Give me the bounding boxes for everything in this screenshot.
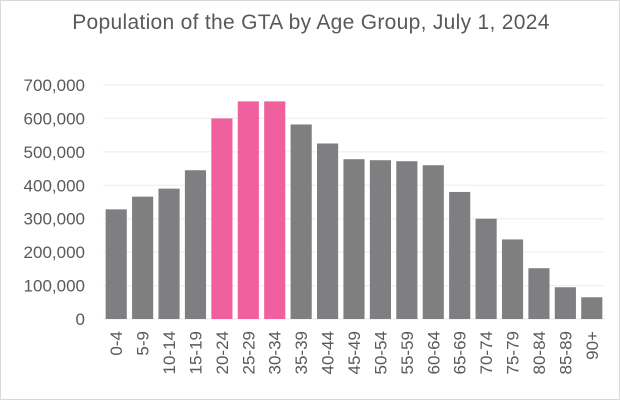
bar-85-89 (554, 287, 576, 319)
bar-75-79 (501, 239, 524, 319)
bar-55-59 (396, 161, 418, 319)
x-tick-label: 70-74 (477, 331, 496, 374)
x-tick-label: 90+ (583, 331, 602, 360)
bar-90+ (581, 297, 603, 319)
y-tick-label: 100,000 (24, 277, 85, 296)
x-tick-label: 80-84 (530, 331, 549, 374)
x-tick-label: 55-59 (398, 331, 417, 374)
y-axis-tick-labels: 0 100,000 200,000 300,000 400,000 500,000 600,… (24, 76, 85, 329)
bar-0-4 (105, 209, 127, 319)
y-tick-label: 700,000 (24, 76, 85, 95)
x-tick-label: 20-24 (213, 331, 232, 374)
bar-70-74 (475, 218, 497, 319)
x-tick-label: 85-89 (556, 331, 575, 374)
bar-30-34 (264, 101, 286, 319)
y-tick-label: 0 (76, 310, 85, 329)
bar-5-9 (132, 196, 154, 319)
bar-25-29 (237, 101, 259, 319)
x-tick-label: 60-64 (424, 331, 443, 374)
bar-10-14 (158, 188, 180, 319)
x-tick-label: 65-69 (451, 331, 470, 374)
x-tick-label: 75-79 (504, 331, 523, 374)
bar-35-39 (290, 124, 312, 320)
bar-65-69 (449, 191, 471, 319)
x-tick-label: 35-39 (292, 331, 311, 374)
x-tick-label: 25-29 (239, 331, 258, 374)
bar-60-64 (422, 165, 444, 319)
y-tick-label: 500,000 (24, 143, 85, 162)
x-tick-label: 40-44 (319, 331, 338, 374)
x-tick-label: 0-4 (107, 331, 126, 356)
y-tick-label: 600,000 (24, 109, 85, 128)
x-tick-label: 10-14 (160, 331, 179, 374)
bars (105, 101, 603, 320)
bar-45-49 (343, 159, 365, 319)
y-tick-label: 200,000 (24, 243, 85, 262)
y-tick-label: 400,000 (24, 176, 85, 195)
y-tick-label: 300,000 (24, 210, 85, 229)
x-tick-label: 15-19 (186, 331, 205, 374)
x-tick-label: 50-54 (371, 331, 390, 374)
x-tick-label: 30-34 (266, 331, 285, 374)
bar-15-19 (184, 170, 207, 319)
x-tick-label: 45-49 (345, 331, 364, 374)
x-axis-tick-labels: 0-4 5-9 10-14 15-19 20-24 25-29 30-34 35-39 40-4… (107, 331, 602, 375)
bar-40-44 (317, 143, 339, 319)
bar-80-84 (528, 268, 550, 319)
chart-title: Population of the GTA by Age Group, July… (72, 11, 550, 34)
bar-50-54 (369, 160, 391, 319)
bar-20-24 (211, 118, 233, 319)
x-tick-label: 5-9 (134, 331, 153, 356)
